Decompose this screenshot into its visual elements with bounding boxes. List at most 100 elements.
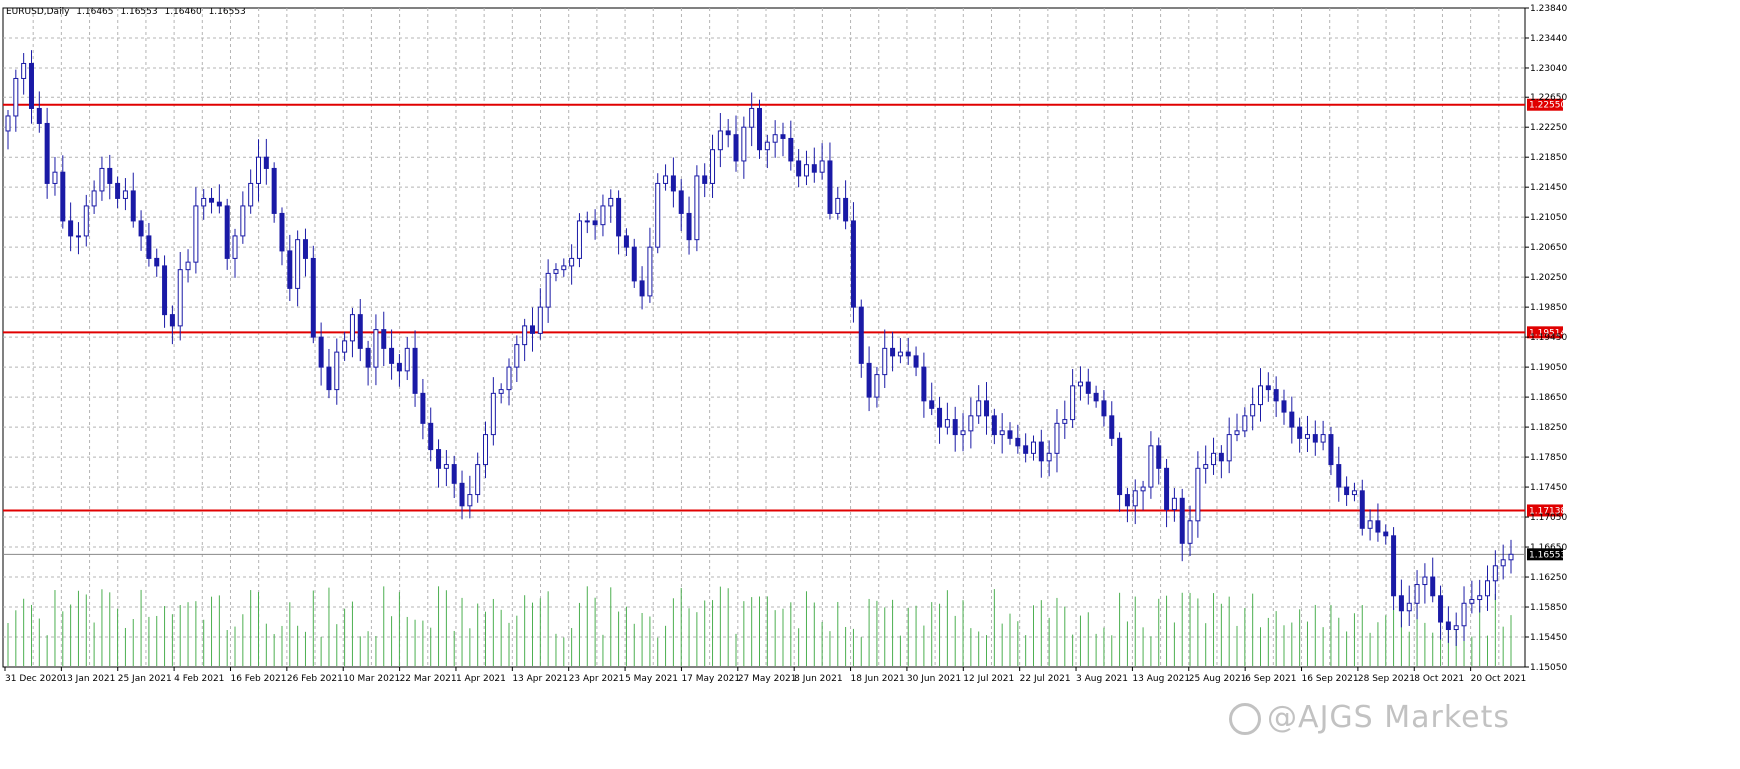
x-tick-label: 30 Jun 2021: [907, 674, 961, 684]
candle-body: [404, 347, 410, 372]
candle-body: [13, 77, 19, 117]
x-tick-label: 16 Sep 2021: [1302, 674, 1359, 684]
candle-body: [1430, 576, 1436, 597]
x-tick-label: 6 Sep 2021: [1245, 674, 1296, 684]
candle-body: [717, 130, 723, 151]
candle-body: [678, 190, 684, 214]
grid: [2, 7, 1526, 668]
candle-body: [68, 220, 74, 237]
candle-body: [835, 197, 841, 214]
candle-body: [608, 197, 614, 207]
candle-body: [788, 137, 794, 162]
candle-body: [5, 115, 11, 132]
candle-body: [850, 220, 856, 308]
candle-body: [913, 355, 919, 368]
candle-body: [1140, 486, 1146, 492]
candle-body: [216, 201, 222, 207]
candle-body: [1273, 389, 1279, 402]
candle-body: [256, 156, 261, 184]
y-tick-label: 1.15050: [1530, 663, 1567, 673]
candle-body: [874, 374, 880, 398]
candle-body: [263, 156, 269, 169]
candle-body: [475, 464, 481, 496]
candle-body: [1445, 621, 1451, 631]
candle-body: [232, 235, 238, 259]
candles: [5, 50, 1514, 646]
candle-body: [858, 306, 864, 364]
candle-body: [1132, 490, 1138, 507]
candle-body: [999, 430, 1005, 436]
candle-body: [686, 212, 692, 241]
y-tick-label: 1.17850: [1530, 453, 1567, 463]
candle-body: [154, 257, 160, 267]
candle-body: [365, 347, 371, 368]
candle-body: [115, 182, 121, 199]
y-tick-label: 1.18250: [1530, 423, 1567, 433]
candle-body: [1109, 415, 1115, 439]
candle-body: [1124, 494, 1130, 507]
candle-body: [553, 269, 559, 274]
candle-body: [1156, 445, 1162, 469]
candle-body: [1344, 486, 1350, 496]
candle-body: [349, 314, 355, 342]
candle-body: [522, 325, 528, 346]
candle-body: [897, 351, 903, 357]
candle-body: [647, 246, 653, 297]
candle-body: [107, 167, 113, 184]
symbol-label: EURUSD,Daily: [6, 7, 70, 17]
level-price-label: 1.17138: [1529, 506, 1566, 516]
candle-body: [772, 134, 778, 143]
candle-body: [1187, 520, 1193, 544]
candle-body: [976, 400, 982, 417]
candle-body: [310, 257, 316, 338]
x-tick-label: 25 Jan 2021: [118, 674, 172, 684]
y-tick-label: 1.22250: [1530, 123, 1567, 133]
open-value: 1.16465: [76, 7, 114, 17]
x-tick-label: 25 Aug 2021: [1189, 674, 1247, 684]
candle-body: [694, 175, 700, 241]
candle-body: [1093, 392, 1099, 402]
candle-body: [99, 167, 105, 192]
horizontal-levels: 1.22550 1.19514 1.17138 1.16553: [3, 98, 1566, 561]
candle-body: [1054, 422, 1060, 454]
candle-body: [498, 389, 504, 394]
candle-body: [811, 164, 817, 173]
y-tick-label: 1.20250: [1530, 273, 1567, 283]
candle-body: [1281, 400, 1287, 413]
candle-body: [1508, 553, 1514, 561]
candle-body: [193, 205, 199, 263]
candle-body: [1312, 434, 1318, 443]
candle-body: [177, 269, 183, 327]
candle-body: [1023, 445, 1029, 454]
candle-body: [991, 415, 997, 436]
candle-body: [1211, 452, 1217, 466]
y-tick-label: 1.21850: [1530, 153, 1567, 163]
candle-body: [670, 175, 676, 192]
candle-body: [1038, 441, 1044, 462]
candle-body: [1351, 490, 1357, 496]
candle-body: [623, 235, 629, 248]
candle-body: [702, 175, 708, 184]
candle-body: [819, 160, 825, 173]
candle-body: [122, 190, 128, 199]
candle-body: [576, 220, 582, 259]
y-tick-label: 1.15450: [1530, 633, 1567, 643]
x-tick-label: 26 Feb 2021: [287, 674, 343, 684]
x-tick-label: 31 Dec 2020: [5, 674, 63, 684]
candle-body: [1030, 441, 1036, 454]
candle-body: [318, 336, 324, 368]
x-tick-label: 17 May 2021: [681, 674, 740, 684]
candle-body: [827, 160, 833, 214]
candle-body: [1398, 595, 1404, 612]
y-tick-label: 1.16650: [1530, 543, 1567, 553]
y-tick-label: 1.22650: [1530, 93, 1567, 103]
candle-body: [803, 164, 809, 177]
candle-body: [780, 134, 786, 139]
x-tick-label: 13 Aug 2021: [1132, 674, 1190, 684]
candle-body: [1375, 520, 1381, 533]
y-tick-label: 1.17450: [1530, 483, 1567, 493]
candle-body: [514, 344, 520, 368]
high-value: 1.16553: [120, 7, 158, 17]
